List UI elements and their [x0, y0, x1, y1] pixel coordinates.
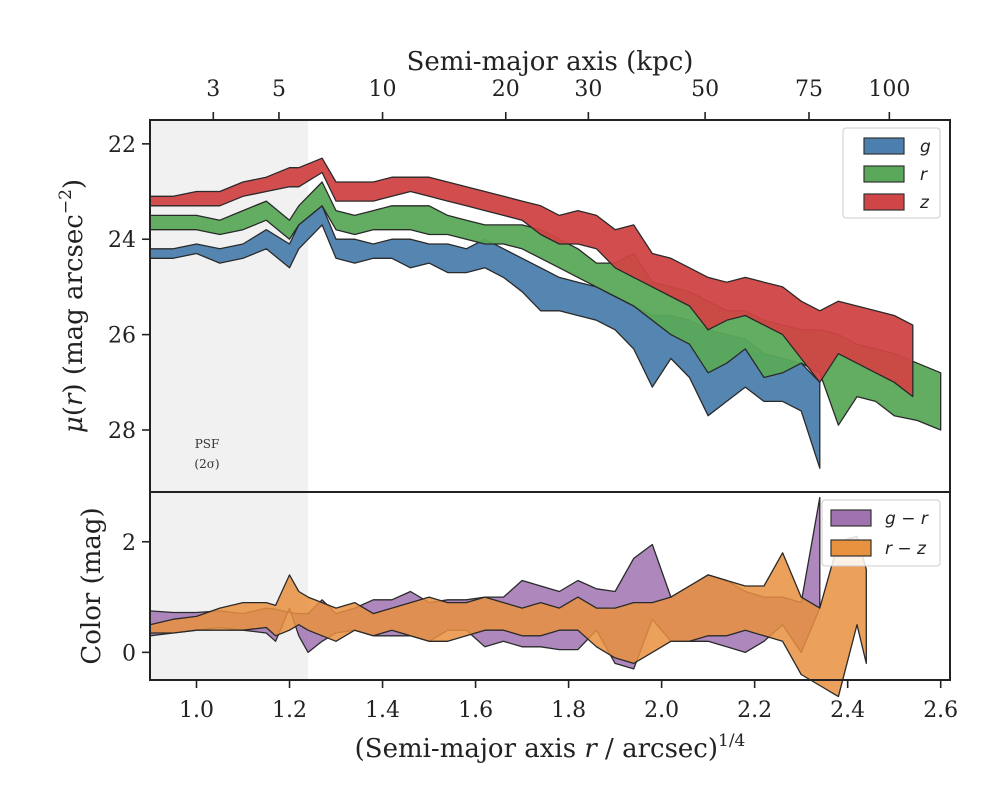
top-tick-label: 50	[691, 77, 719, 102]
y-axis-label-top: μ(r) (mag arcsec−2)	[56, 179, 89, 433]
y-axis-label-bottom: Color (mag)	[77, 507, 107, 664]
legend-label-z: z	[919, 193, 930, 213]
y-tick-label-top: 26	[108, 324, 136, 349]
psf-note-line2: (2σ)	[194, 457, 219, 471]
x-tick-label: 2.2	[737, 698, 772, 723]
x-axis-label: (Semi-major axis r / arcsec)1/4	[355, 731, 746, 764]
band-z	[149, 157, 914, 398]
x-tick-label: 1.4	[365, 698, 400, 723]
legend-swatch-g	[863, 137, 905, 155]
y-tick-label-bottom: 2	[122, 531, 136, 556]
bottom-panel-frame	[149, 491, 951, 681]
y-tick-label-top: 28	[108, 419, 136, 444]
legend-label-g-r: g − r	[885, 509, 929, 529]
top-tick-label: 3	[206, 77, 220, 102]
legend-swatch-r	[863, 165, 905, 183]
top-axis-label: Semi-major axis (kpc)	[407, 47, 694, 77]
psf-note-line1: PSF	[195, 437, 220, 451]
legend-swatch-z	[863, 193, 905, 211]
x-tick-label: 1.8	[551, 698, 586, 723]
top-tick-label: 5	[272, 77, 286, 102]
band-r	[149, 181, 942, 431]
y-tick-label-top: 24	[108, 228, 136, 253]
legend-bottom: g − r r − z	[821, 499, 941, 567]
legend-swatch-g-r	[830, 509, 872, 527]
y-tick-label-bottom: 0	[122, 641, 136, 666]
x-tick-label: 2.6	[923, 698, 958, 723]
surface-brightness-bands	[149, 157, 942, 469]
top-tick-label: 100	[868, 77, 910, 102]
legend-swatch-r-z	[830, 539, 872, 557]
legend-label-r: r	[920, 165, 928, 185]
legend-label-g: g	[920, 137, 931, 157]
top-tick-label: 30	[574, 77, 602, 102]
psf-region-bottom	[150, 492, 309, 680]
top-tick-label: 20	[492, 77, 520, 102]
top-tick-label: 75	[795, 77, 823, 102]
legend-top: g r z	[842, 127, 941, 219]
x-tick-label: 2.4	[830, 698, 865, 723]
color-bands	[149, 496, 867, 698]
x-tick-label: 2.0	[644, 698, 679, 723]
x-tick-label: 1.6	[458, 698, 493, 723]
axis-ticks: 1.0 1.2 1.4 1.6 1.8 2.0 2.2 2.4 2.6 22 24 26 28 0 2 3 5 1…	[108, 77, 958, 723]
top-tick-label: 10	[369, 77, 397, 102]
x-tick-label: 1.2	[272, 698, 307, 723]
x-tick-label: 1.0	[179, 698, 214, 723]
y-tick-label-top: 22	[108, 133, 136, 158]
legend-label-r-z: r − z	[885, 539, 927, 559]
band-rz	[149, 535, 867, 698]
